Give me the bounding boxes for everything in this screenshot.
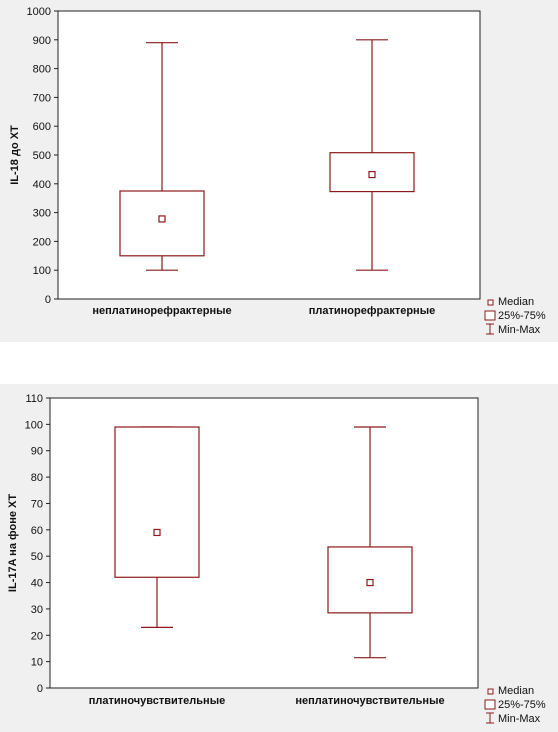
y-tick-label: 500 [33,150,51,162]
chart-panel-il18: 0 100 200 300 400 500 600 700 800 900 1000 IL-18 до… [0,0,558,342]
y-tick-label: 20 [31,630,43,642]
y-tick-label: 300 [33,208,51,220]
legend-median-symbol [487,299,494,306]
chart-il17a: 0 10 20 30 40 50 60 70 80 90 100 110 IL-17A на фоне … [7,393,546,725]
y-tick-label: 80 [31,472,43,484]
y-tick-label: 100 [25,419,43,431]
y-tick-label: 30 [31,604,43,616]
y-tick-label: 110 [25,393,43,405]
y-tick-label: 10 [31,657,43,669]
legend-label: Min-Max [498,713,541,725]
y-tick-label: 0 [37,683,43,695]
y-tick-label: 70 [31,498,43,510]
legend-label: 25%-75% [498,699,546,711]
x-category-label: неплатиночувствительные [295,695,444,707]
legend-label: Median [498,685,534,697]
y-tick-label: 200 [33,236,51,248]
chart-panel-il17a: 0 10 20 30 40 50 60 70 80 90 100 110 IL-17A на фоне … [0,384,558,732]
box-iqr [114,426,200,578]
y-tick-label: 40 [31,578,43,590]
median-marker [153,528,161,537]
x-category-label: неплатинорефрактерные [92,305,231,317]
median-marker [366,578,374,587]
legend-label: 25%-75% [498,310,546,322]
legend-median-symbol [487,688,494,695]
y-tick-label: 1000 [27,6,51,18]
legend-box-symbol [484,699,496,710]
y-tick-label: 600 [33,121,51,133]
x-category-label: платинорефрактерные [309,305,435,317]
x-category-label: платиночувствительные [89,695,225,707]
y-tick-label: 700 [33,92,51,104]
median-marker [158,215,166,223]
median-marker [368,170,376,179]
y-tick-label: 60 [31,525,43,537]
y-axis-title: IL-18 до ХТ [9,125,21,185]
plot-area [49,397,479,689]
legend-label: Min-Max [498,324,541,336]
y-tick-label: 90 [31,446,43,458]
legend-label: Median [498,296,534,308]
legend-box-symbol [484,310,496,321]
y-tick-label: 50 [31,551,43,563]
y-tick-label: 100 [33,265,51,277]
y-tick-label: 0 [45,294,51,306]
y-axis-title: IL-17A на фоне ХТ [7,494,19,592]
box-iqr [119,190,205,257]
y-tick-label: 900 [33,35,51,47]
y-tick-label: 400 [33,179,51,191]
y-tick-label: 800 [33,64,51,76]
chart-il18: 0 100 200 300 400 500 600 700 800 900 1000 IL-18 до… [9,6,546,336]
